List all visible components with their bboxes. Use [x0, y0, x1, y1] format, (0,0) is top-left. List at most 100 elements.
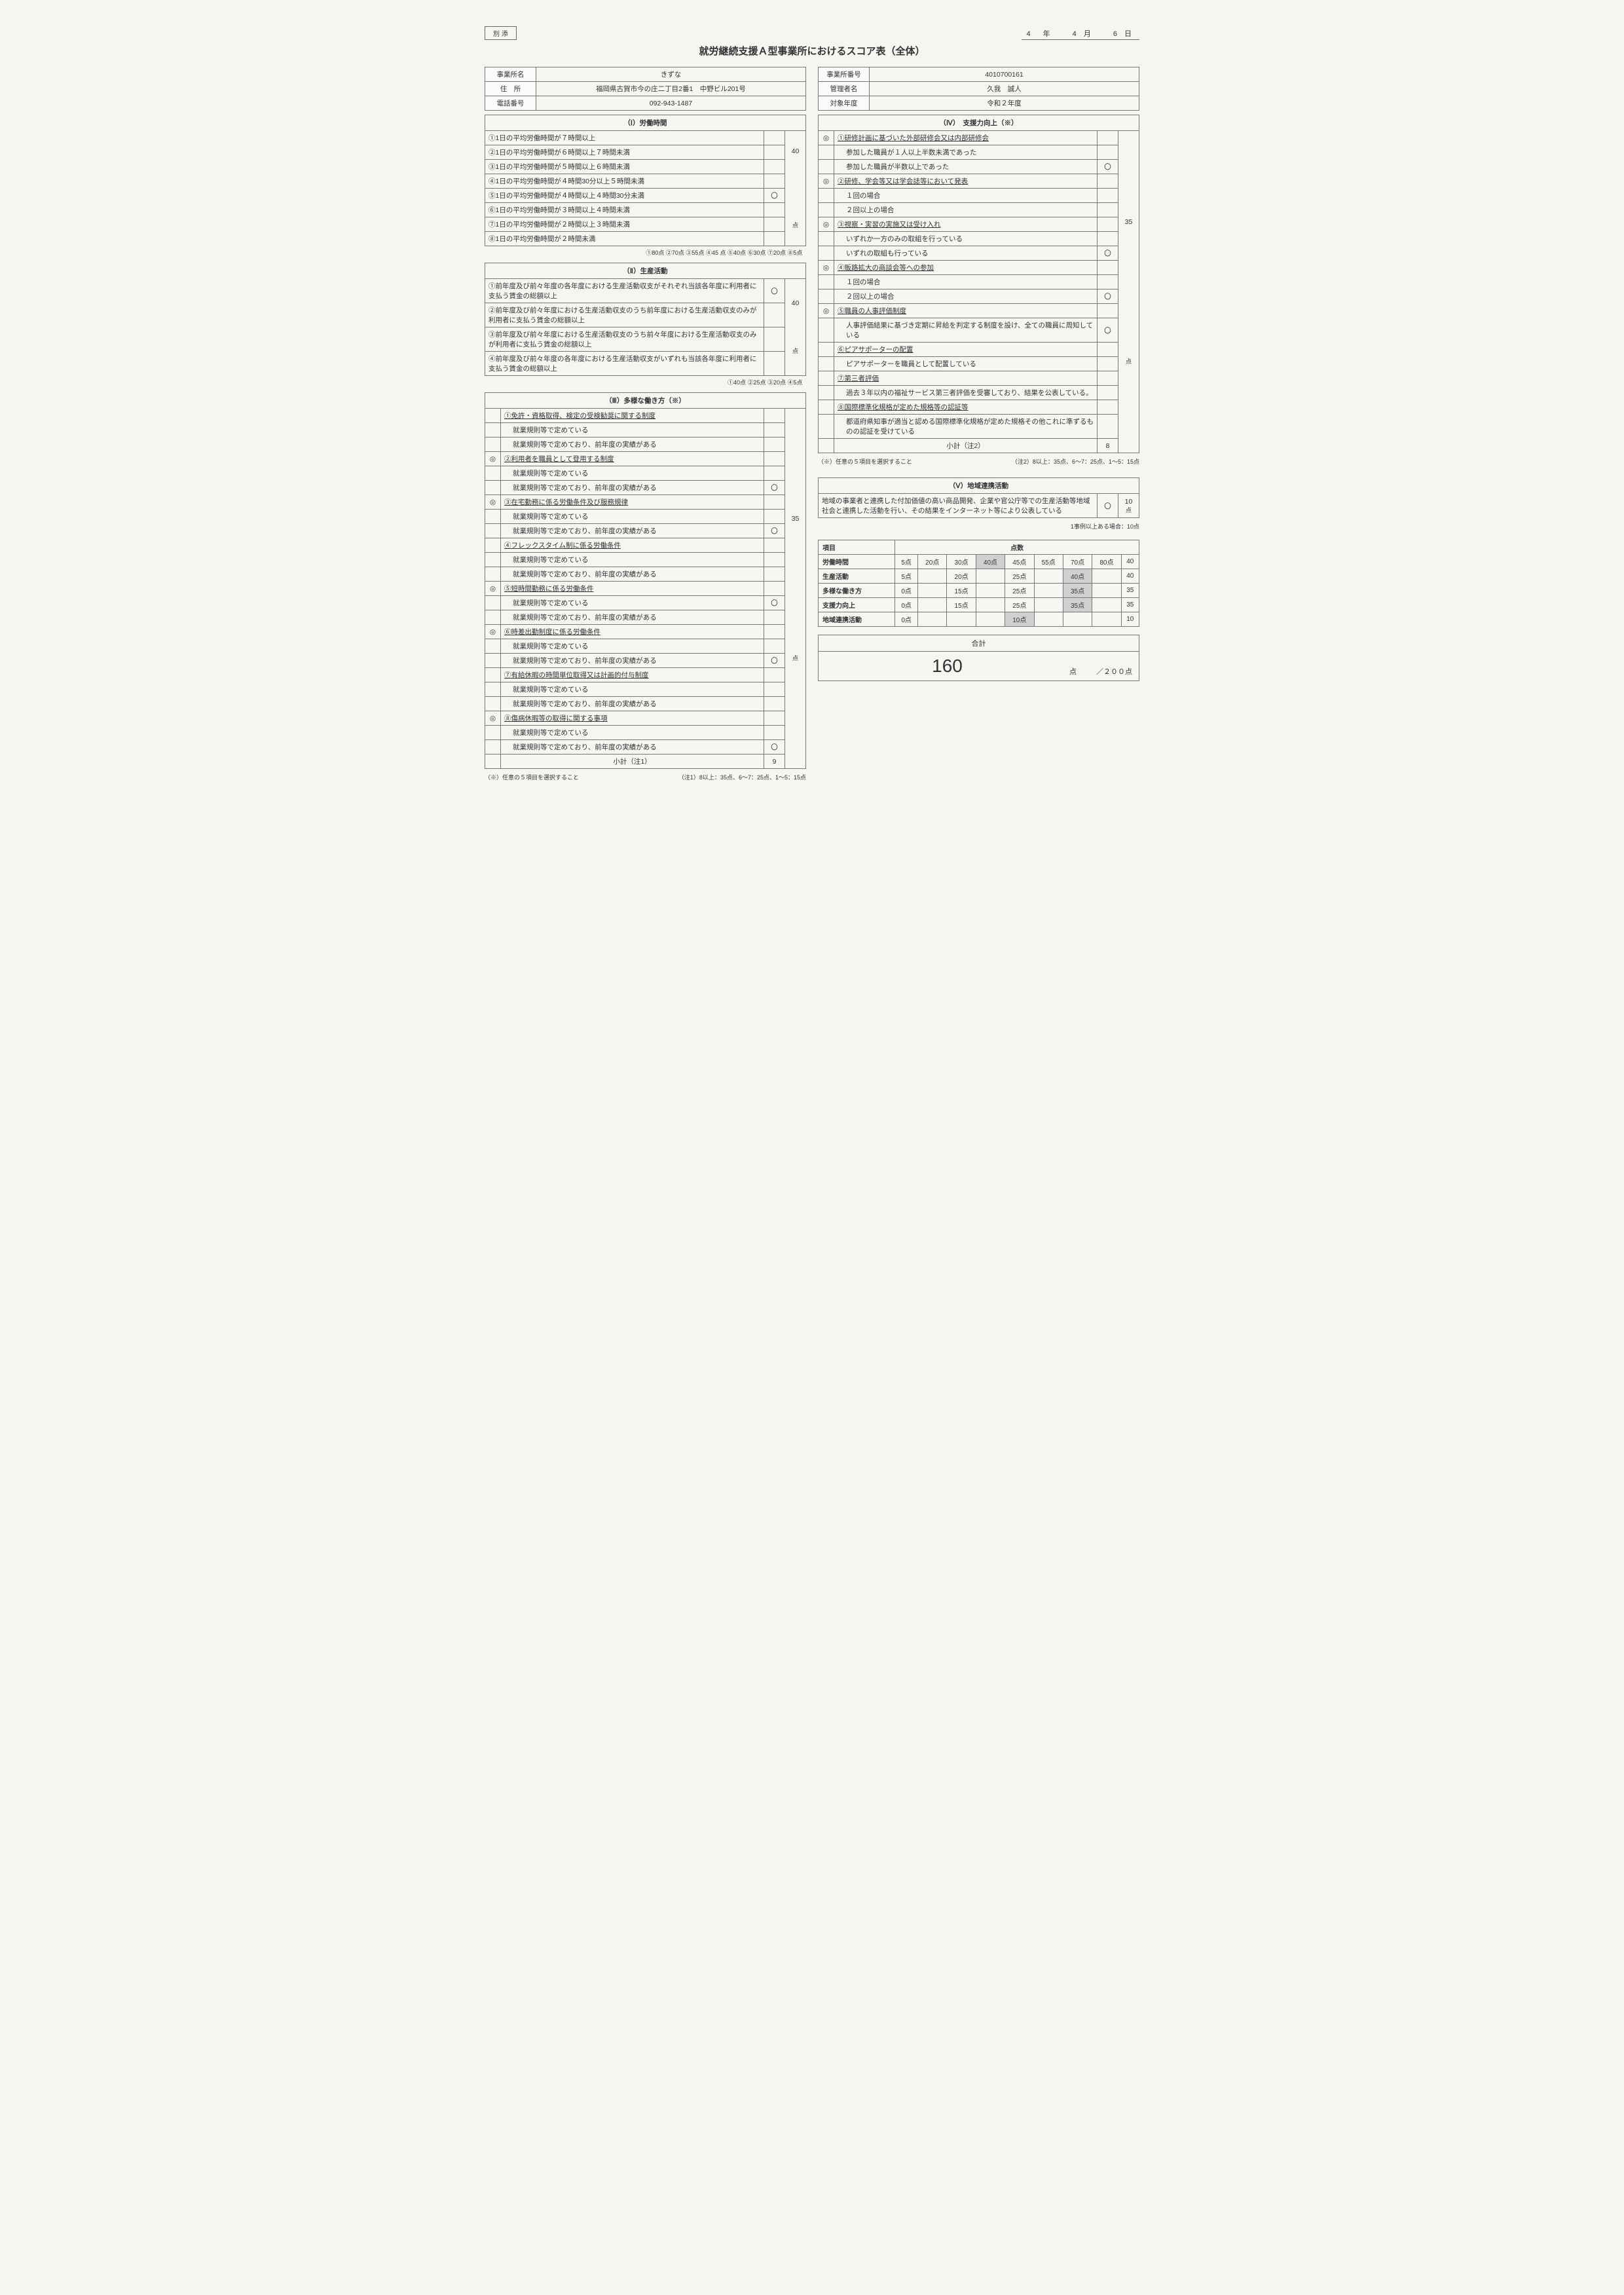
- s3-dbl: [485, 668, 501, 682]
- s3-opt: 就業規則等で定めている: [501, 639, 764, 654]
- sum-cell: 30点: [947, 555, 976, 569]
- s3-opt: 就業規則等で定めており、前年度の実績がある: [501, 740, 764, 755]
- s4-mark: [1098, 415, 1118, 439]
- info-value: 福岡県古賀市今の庄二丁目2番1 中野ビル201号: [536, 82, 806, 96]
- info-left: 事業所名きずな住 所福岡県古賀市今の庄二丁目2番1 中野ビル201号電話番号09…: [485, 67, 806, 111]
- section-5: （Ⅴ）地域連携活動 地域の事業者と連携した付加価値の高い商品開発、企業や官公庁等…: [818, 477, 1139, 518]
- sum-cell: 25点: [1005, 598, 1034, 612]
- s1-row: ⑦1日の平均労働時間が２時間以上３時間未満: [485, 217, 764, 232]
- s4-score: 35点: [1118, 131, 1139, 453]
- sum-cell: [1092, 612, 1121, 627]
- sum-cell: [1034, 584, 1063, 598]
- s3-opt: 就業規則等で定めている: [501, 596, 764, 610]
- sum-cell: 15点: [947, 598, 976, 612]
- s2-row: ①前年度及び前々年度の各年度における生産活動収支がそれぞれ当該各年度に利用者に支…: [485, 279, 764, 303]
- sum-value: 40: [1121, 555, 1139, 569]
- s2-mark: [764, 327, 785, 352]
- s2-row: ④前年度及び前々年度の各年度における生産活動収支がいずれも当該各年度に利用者に支…: [485, 352, 764, 376]
- total-unit: 点: [1069, 666, 1077, 677]
- s3-mark: [764, 697, 785, 711]
- sum-cell: 20点: [918, 555, 947, 569]
- s3-dbl: [485, 538, 501, 553]
- s3-head: ⑧傷病休暇等の取得に関する事項: [501, 711, 764, 726]
- s2-mark: 〇: [764, 279, 785, 303]
- info-value: きずな: [536, 67, 806, 82]
- s3-mark: 〇: [764, 740, 785, 755]
- s2-row: ②前年度及び前々年度における生産活動収支のうち前年度における生産活動収支のみが利…: [485, 303, 764, 327]
- sum-cell: 35点: [1063, 598, 1092, 612]
- s3-mark: 〇: [764, 654, 785, 668]
- s3-mark: [764, 726, 785, 740]
- sum-cell: 20点: [947, 569, 976, 584]
- s3-dbl: ◎: [485, 582, 501, 596]
- s2-mark: [764, 352, 785, 376]
- s4-mark: [1098, 145, 1118, 160]
- date: 4 年 4 月 6 日: [1022, 28, 1139, 40]
- section-4: （Ⅳ） 支援力向上（※） ◎①研修計画に基づいた外部研修会又は内部研修会35点参…: [818, 115, 1139, 453]
- sum-cell: 10点: [1005, 612, 1034, 627]
- s4-opt: １回の場合: [834, 189, 1098, 203]
- s1-mark: [764, 217, 785, 232]
- s3-dbl: ◎: [485, 625, 501, 639]
- s4-dbl: ◎: [819, 174, 834, 189]
- s3-opt: 就業規則等で定めている: [501, 466, 764, 481]
- s3-opt: 就業規則等で定めており、前年度の実績がある: [501, 481, 764, 495]
- s5-note: 1事例以上ある場合：10点: [818, 522, 1139, 531]
- info-label: 対象年度: [819, 96, 870, 111]
- sum-row-label: 地域連携活動: [819, 612, 895, 627]
- s4-mark: [1098, 357, 1118, 371]
- s3-opt: 就業規則等で定めており、前年度の実績がある: [501, 524, 764, 538]
- s3-head: ④フレックスタイム制に係る労働条件: [501, 538, 764, 553]
- sum-cell: [1092, 598, 1121, 612]
- s4-opt: 参加した職員が１人以上半数未満であった: [834, 145, 1098, 160]
- s3-mark: [764, 553, 785, 567]
- total-box: 合計 160 点 ／２００点: [818, 635, 1139, 681]
- info-value: 4010700161: [870, 67, 1139, 82]
- sum-cell: [947, 612, 976, 627]
- sum-value: 40: [1121, 569, 1139, 584]
- sum-cell: [1034, 612, 1063, 627]
- s3-subtotal-label: 小計（注1）: [501, 755, 764, 769]
- s4-mark: 〇: [1098, 318, 1118, 343]
- s3-dbl: ◎: [485, 495, 501, 510]
- s3-mark: [764, 438, 785, 452]
- sum-cell: [976, 612, 1005, 627]
- summary-table: 項目点数 労働時間5点20点30点40点45点55点70点80点40生産活動5点…: [818, 540, 1139, 627]
- s4-opt: 人事評価結果に基づき定期に昇給を判定する制度を設け、全ての職員に周知している: [834, 318, 1098, 343]
- sum-cell: [918, 584, 947, 598]
- s3-score: 35点: [785, 409, 806, 769]
- s1-mark: [764, 174, 785, 189]
- sum-cell: 5点: [895, 569, 918, 584]
- s3-mark: [764, 639, 785, 654]
- info-label: 住 所: [485, 82, 536, 96]
- total-max: ／２００点: [1096, 666, 1132, 677]
- sum-cell: [1034, 598, 1063, 612]
- sum-cell: 40点: [1063, 569, 1092, 584]
- s3-opt: 就業規則等で定めている: [501, 510, 764, 524]
- s4-opt: ２回以上の場合: [834, 203, 1098, 217]
- s4-subtotal: 8: [1098, 439, 1118, 453]
- attach-label: 別 添: [485, 26, 517, 40]
- sum-cell: 25点: [1005, 569, 1034, 584]
- section-3: （Ⅲ）多様な働き方（※） ①免許・資格取得、検定の受検勧奨に関する制度35点就業…: [485, 392, 806, 769]
- s3-mark: [764, 423, 785, 438]
- s3-opt: 就業規則等で定めている: [501, 423, 764, 438]
- s4-opt: ピアサポーターを職員として配置している: [834, 357, 1098, 371]
- s3-head: ①免許・資格取得、検定の受検勧奨に関する制度: [501, 409, 764, 423]
- s4-head: ④販路拡大の商談会等への参加: [834, 261, 1098, 275]
- s3-mark: 〇: [764, 596, 785, 610]
- s3-mark: [764, 510, 785, 524]
- s3-mark: [764, 682, 785, 697]
- s1-mark: [764, 232, 785, 246]
- s1-mark: [764, 131, 785, 145]
- sum-cell: [1034, 569, 1063, 584]
- s1-row: ①1日の平均労働時間が７時間以上: [485, 131, 764, 145]
- s3-head: ③在宅勤務に係る労働条件及び服務規律: [501, 495, 764, 510]
- s3-opt: 就業規則等で定めており、前年度の実績がある: [501, 697, 764, 711]
- sum-row-label: 支援力向上: [819, 598, 895, 612]
- sum-cell: [976, 598, 1005, 612]
- s3-head: ⑥時差出勤制度に係る労働条件: [501, 625, 764, 639]
- s4-opt: ２回以上の場合: [834, 289, 1098, 304]
- s4-mark: 〇: [1098, 289, 1118, 304]
- sum-cell: [1092, 569, 1121, 584]
